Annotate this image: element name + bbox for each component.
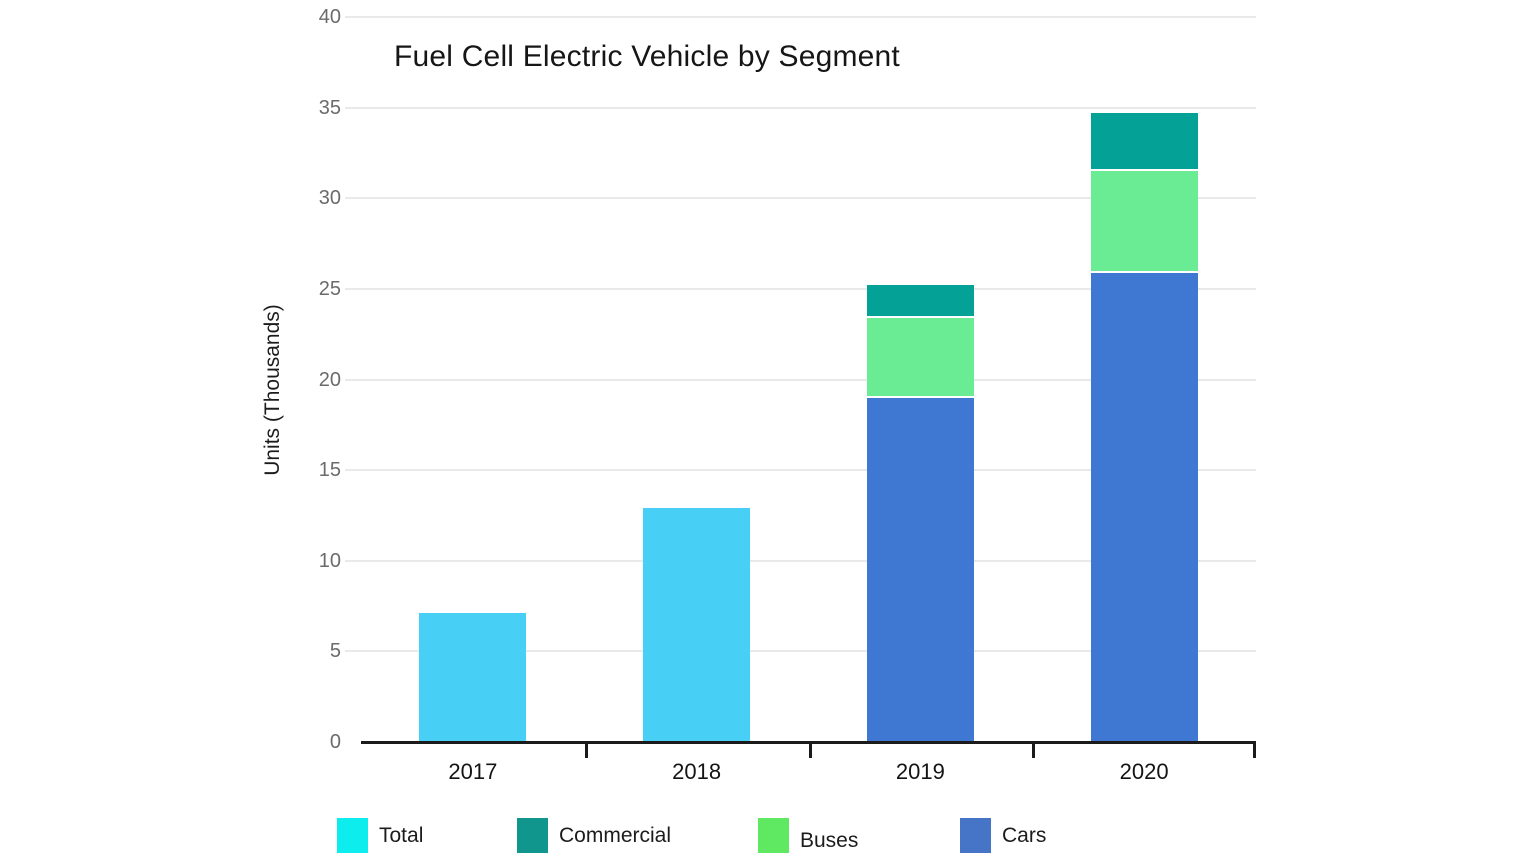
bar-segment-2019-buses — [866, 317, 974, 398]
bar-segment-2020-cars — [1090, 272, 1198, 742]
legend-swatch-total — [337, 818, 368, 853]
gridline-5 — [345, 650, 1256, 653]
gridline-35 — [345, 106, 1256, 109]
legend-label-cars: Cars — [1002, 823, 1047, 847]
x-tick-label-2020: 2020 — [1119, 759, 1169, 784]
gridline-40 — [345, 16, 1256, 18]
bar-segment-2020-commercial — [1090, 113, 1198, 172]
x-axis-tick-3 — [1032, 741, 1036, 758]
chart-title: Fuel Cell Electric Vehicle by Segment — [394, 40, 900, 73]
x-tick-label-2018: 2018 — [672, 759, 722, 784]
plot-area: 0 5 10 15 20 25 30 35 40 2017 2018 2019 2020 — [319, 6, 1256, 784]
y-tick-label-10: 10 — [318, 549, 341, 572]
bar-segment-2019-cars — [866, 397, 974, 742]
bar-2020 — [1090, 113, 1198, 742]
legend-label-total: Total — [379, 823, 424, 847]
bar-2017 — [419, 613, 527, 742]
y-tick-label-15: 15 — [318, 459, 341, 482]
legend-item-commercial: Commercial — [517, 818, 671, 853]
legend-label-commercial: Commercial — [559, 823, 672, 847]
legend-item-buses: Buses — [758, 818, 858, 853]
y-tick-label-5: 5 — [329, 640, 341, 663]
legend-item-total: Total — [337, 818, 423, 853]
bar-segment-2017-total — [419, 613, 527, 742]
x-axis-tick-4 — [1253, 741, 1256, 758]
y-tick-label-30: 30 — [318, 187, 341, 210]
gridline-25 — [345, 287, 1256, 290]
bar-segment-2020-buses — [1090, 171, 1198, 273]
gridline-15 — [345, 469, 1256, 472]
gridline-30 — [345, 197, 1256, 200]
legend-swatch-commercial — [517, 818, 548, 853]
x-tick-label-2017: 2017 — [448, 759, 498, 784]
legend-label-buses: Buses — [800, 828, 859, 852]
legend-item-cars: Cars — [960, 818, 1046, 853]
y-tick-label-40: 40 — [318, 6, 341, 28]
bar-segment-2019-commercial — [866, 285, 974, 318]
legend-swatch-buses — [758, 818, 789, 853]
y-tick-label-25: 25 — [318, 277, 341, 300]
gridline-20 — [345, 378, 1256, 381]
bar-2018 — [643, 508, 751, 742]
bar-2019 — [866, 285, 974, 742]
x-tick-label-2019: 2019 — [895, 759, 945, 784]
x-axis-tick-2 — [808, 741, 812, 758]
legend-swatch-cars — [960, 818, 991, 853]
y-tick-label-35: 35 — [318, 96, 341, 119]
y-tick-label-0: 0 — [329, 731, 341, 753]
y-axis-title: Units (Thousands) — [261, 304, 284, 476]
x-axis-tick-1 — [584, 741, 588, 758]
bar-segment-2018-total — [643, 508, 751, 742]
y-tick-label-20: 20 — [318, 368, 341, 391]
gridline-10 — [345, 559, 1256, 562]
